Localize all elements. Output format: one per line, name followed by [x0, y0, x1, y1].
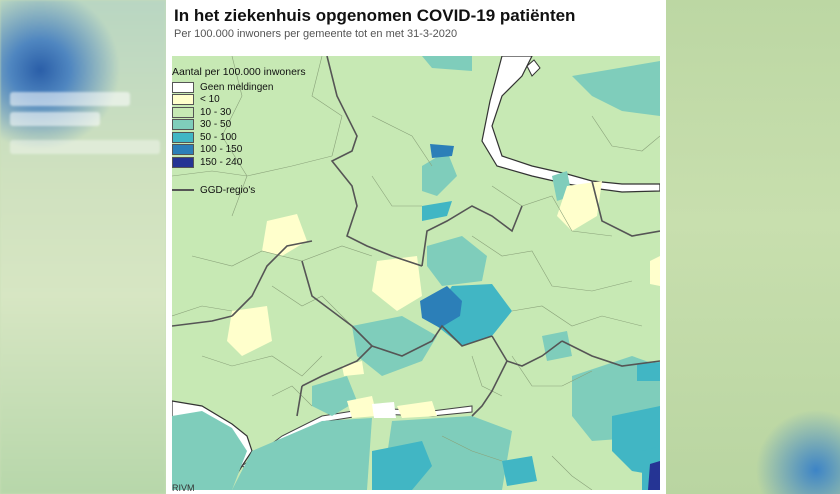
legend-swatch [172, 156, 194, 168]
legend-label: 50 - 100 [200, 131, 237, 143]
legend-swatch [172, 81, 194, 93]
legend-swatch [172, 131, 194, 143]
blurred-background-right [666, 0, 840, 494]
legend-swatch [172, 106, 194, 118]
legend-item: 100 - 150 [172, 144, 306, 157]
region-30-50-k [542, 331, 572, 361]
region-150-240-a [648, 461, 660, 490]
source-credit: RIVM [172, 483, 195, 493]
map-subtitle: Per 100.000 inwoners per gemeente tot en… [174, 28, 458, 40]
region-50-100-c [637, 362, 660, 381]
region-lt10-a [262, 214, 307, 256]
legend-label: 100 - 150 [200, 144, 243, 156]
municipal-boundaries [172, 56, 660, 490]
legend-label: 150 - 240 [200, 156, 243, 168]
choropleth-map[interactable] [172, 56, 660, 490]
region-lt10-f [397, 401, 437, 418]
region-30-50-g [172, 411, 247, 490]
region-50-100-d [372, 441, 432, 490]
region-lt10-g [650, 256, 660, 286]
blurred-background-left [0, 0, 166, 494]
legend-swatch [172, 144, 194, 156]
region-30-50-c [422, 151, 457, 196]
map-card: In het ziekenhuis opgenomen COVID-19 pat… [166, 0, 666, 494]
legend-item: Geen meldingen [172, 81, 306, 94]
map-title: In het ziekenhuis opgenomen COVID-19 pat… [174, 6, 576, 25]
region-30-50-h [232, 418, 372, 490]
region-100-150-b [430, 144, 454, 158]
legend-item: 150 - 240 [172, 156, 306, 169]
region-30-50-a [572, 61, 660, 116]
legend-title: Aantal per 100.000 inwoners [172, 66, 306, 78]
region-50-100-e [502, 456, 537, 486]
legend-label: Geen meldingen [200, 81, 274, 93]
legend-item: 50 - 100 [172, 131, 306, 144]
region-none-a [372, 402, 396, 418]
ggd-region-boundaries [172, 56, 660, 417]
region-lt10-d [557, 181, 602, 231]
region-30-50-f [312, 376, 357, 416]
legend-swatch [172, 94, 194, 106]
ggd-line-swatch [172, 189, 194, 191]
map-legend: Aantal per 100.000 inwoners Geen melding… [172, 66, 306, 196]
legend-ggd-label: GGD-regio's [200, 184, 256, 196]
legend-item: 10 - 30 [172, 106, 306, 119]
region-30-50-d [427, 236, 487, 286]
region-lt10-e [347, 396, 377, 418]
water-small [526, 59, 541, 77]
legend-swatch [172, 119, 194, 131]
legend-label: < 10 [200, 94, 220, 106]
region-lt10-c [372, 256, 422, 311]
legend-label: 10 - 30 [200, 106, 232, 118]
water-estuary [481, 56, 660, 193]
legend-item: < 10 [172, 94, 306, 107]
map-svg [172, 56, 660, 490]
legend-item: 30 - 50 [172, 119, 306, 132]
region-100-150-a [420, 286, 462, 328]
region-50-100-f [422, 201, 452, 221]
legend-label: 30 - 50 [200, 119, 232, 131]
region-30-50-b [422, 56, 472, 71]
legend-ggd-line: GGD-regio's [172, 185, 306, 196]
region-lt10-b [227, 306, 272, 356]
region-30-50-e [352, 316, 437, 376]
